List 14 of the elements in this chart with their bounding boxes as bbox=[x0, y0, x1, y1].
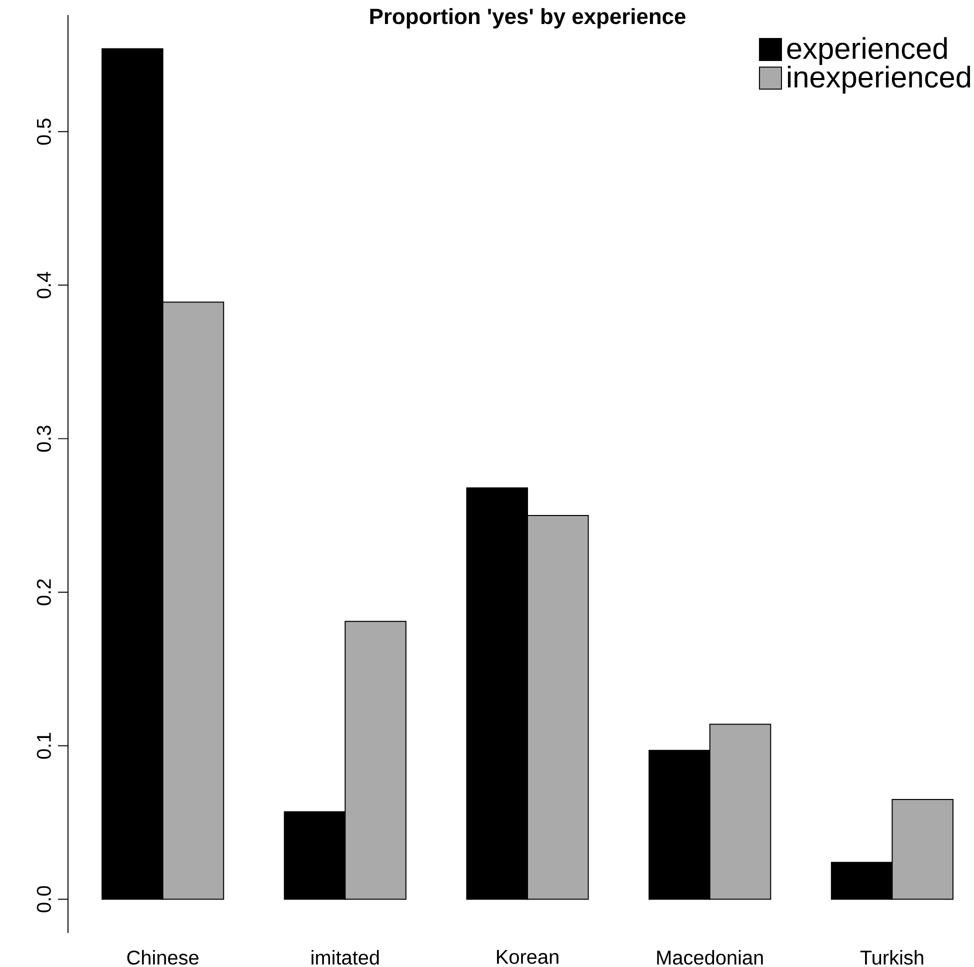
y-tick-label: 0.5 bbox=[36, 118, 51, 145]
x-tick-label: imitated bbox=[312, 950, 379, 965]
x-tick-label: Chinese bbox=[127, 950, 198, 965]
x-tick-label: Korean bbox=[497, 950, 558, 964]
y-tick-label: 0.3 bbox=[36, 426, 51, 452]
y-tick-label: 0.4 bbox=[36, 272, 51, 298]
y-tick-label: 0.0 bbox=[36, 886, 51, 912]
y-tick-label: 0.1 bbox=[36, 732, 51, 759]
legend-label: experienced bbox=[787, 37, 947, 65]
y-tick-label: 0.2 bbox=[36, 579, 51, 606]
chart-title: Proportion 'yes' by experience bbox=[370, 8, 686, 28]
x-tick-label: Turkish bbox=[860, 950, 924, 965]
legend-label: inexperienced bbox=[788, 66, 970, 94]
x-tick-label: Macedonian bbox=[657, 950, 763, 965]
